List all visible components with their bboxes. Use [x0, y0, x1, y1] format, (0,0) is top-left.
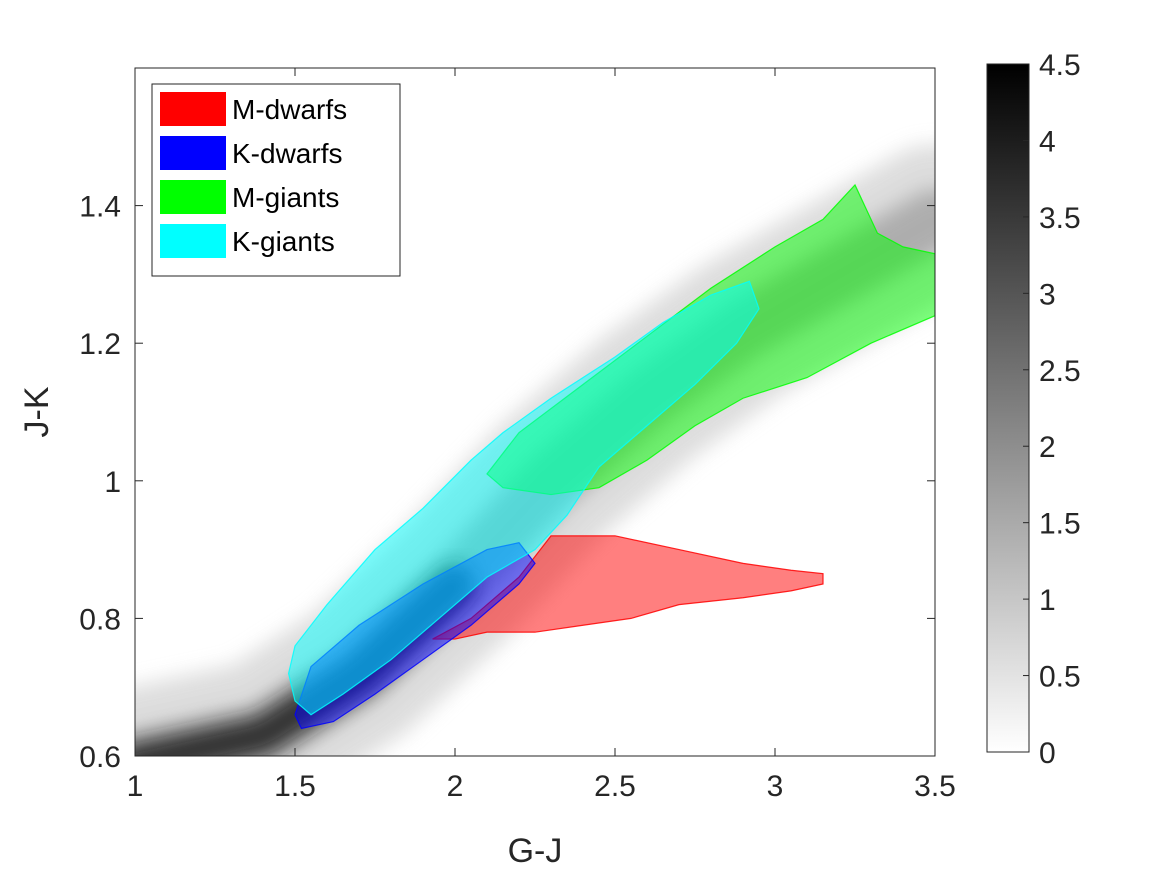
x-tick-label: 3	[767, 770, 784, 803]
legend-label: M-giants	[232, 182, 339, 213]
legend-swatch	[160, 92, 226, 126]
y-tick-label: 0.6	[79, 741, 121, 774]
legend: M-dwarfs K-dwarfs M-giants K-giants	[151, 83, 401, 277]
x-tick-label: 2	[447, 770, 464, 803]
x-axis-label: G-J	[508, 832, 563, 870]
legend-swatch	[160, 224, 226, 258]
y-tick-label: 1	[104, 466, 121, 499]
y-axis-label: J-K	[18, 386, 56, 437]
colorbar-tick-label: 3.5	[1039, 202, 1081, 235]
colorbar-tick-label: 3	[1039, 278, 1056, 311]
legend-label: K-dwarfs	[232, 138, 342, 169]
colorbar-tick-label: 1	[1039, 584, 1056, 617]
colorbar-tick-label: 4.5	[1039, 49, 1081, 82]
regions	[287, 183, 935, 730]
axes-box	[134, 67, 936, 757]
y-tick-label: 1.4	[79, 191, 121, 224]
legend-swatch	[160, 136, 226, 170]
colorbar-tick-label: 2	[1039, 431, 1056, 464]
y-ticks: 0.6 0.8 1 1.2 1.4	[79, 191, 935, 774]
colorbar-tick-label: 2.5	[1039, 355, 1081, 388]
legend-label: M-dwarfs	[232, 94, 347, 125]
legend-swatch	[160, 180, 226, 214]
colorbar-gradient	[986, 63, 1030, 753]
legend-label: K-giants	[232, 226, 335, 257]
colorbar-tick-label: 4	[1039, 125, 1056, 158]
region-m-dwarfs	[432, 535, 824, 640]
x-tick-label: 1.5	[274, 770, 316, 803]
x-ticks: 1 1.5 2 2.5 3 3.5	[127, 68, 956, 803]
colorbar-tick-label: 0	[1039, 737, 1056, 770]
y-tick-label: 1.2	[79, 328, 121, 361]
axes	[134, 67, 936, 757]
region-k-giants	[287, 280, 760, 716]
colorbar-tick-label: 0.5	[1039, 661, 1081, 694]
x-tick-label: 1	[127, 770, 144, 803]
colorbar-tick-label: 1.5	[1039, 508, 1081, 541]
y-tick-label: 0.8	[79, 603, 121, 636]
x-tick-label: 2.5	[594, 770, 636, 803]
x-tick-label: 3.5	[914, 770, 956, 803]
colorbar: 0 0.5 1 1.5 2 2.5 3 3.5 4 4.5	[986, 49, 1081, 770]
